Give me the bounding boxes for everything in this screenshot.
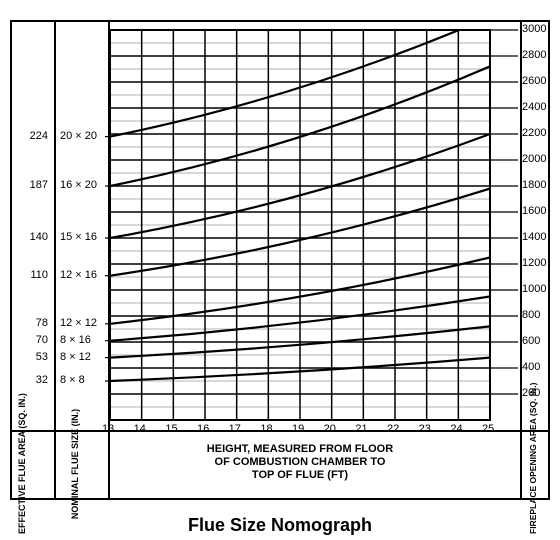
x-tick: 15 bbox=[165, 424, 177, 435]
right-y-tick: 400 bbox=[522, 362, 540, 373]
x-tick: 17 bbox=[229, 424, 241, 435]
right-y-tick: 2800 bbox=[522, 50, 546, 61]
right-y-tick: 1800 bbox=[522, 180, 546, 191]
nomograph-figure: 13141516171819202122232425 2004006008001… bbox=[0, 0, 560, 540]
x-axis-title-line3: TOP OF FLUE (FT) bbox=[252, 469, 348, 481]
right-y-tick: 600 bbox=[522, 336, 540, 347]
nominal-size-tick: 12 × 12 bbox=[60, 318, 108, 329]
right-y-tick: 1000 bbox=[522, 284, 546, 295]
effective-area-tick: 140 bbox=[18, 232, 48, 243]
right-y-tick: 1400 bbox=[522, 232, 546, 243]
nominal-flue-size-title: NOMINAL FLUE SIZE (IN.) bbox=[70, 404, 80, 524]
right-y-tick: 2600 bbox=[522, 76, 546, 87]
figure-caption: Flue Size Nomograph bbox=[0, 515, 560, 536]
x-tick: 23 bbox=[419, 424, 431, 435]
x-tick: 25 bbox=[482, 424, 494, 435]
x-tick: 20 bbox=[324, 424, 336, 435]
x-tick: 13 bbox=[102, 424, 114, 435]
right-y-tick: 2000 bbox=[522, 154, 546, 165]
x-axis-title: HEIGHT, MEASURED FROM FLOOR OF COMBUSTIO… bbox=[110, 443, 490, 483]
effective-area-tick: 224 bbox=[18, 131, 48, 142]
x-axis-title-line2: OF COMBUSTION CHAMBER TO bbox=[215, 456, 386, 468]
right-y-tick: 2400 bbox=[522, 102, 546, 113]
x-tick: 22 bbox=[387, 424, 399, 435]
effective-area-tick: 70 bbox=[18, 335, 48, 346]
fireplace-opening-area-title: FIREPLACE OPENING AREA (SQ. IN.) bbox=[528, 394, 538, 534]
effective-area-tick: 110 bbox=[18, 270, 48, 281]
x-tick: 18 bbox=[260, 424, 272, 435]
x-tick: 14 bbox=[134, 424, 146, 435]
effective-area-tick: 32 bbox=[18, 375, 48, 386]
nominal-size-tick: 8 × 16 bbox=[60, 335, 108, 346]
effective-flue-area-title: EFFECTIVE FLUE AREA (SQ. IN.) bbox=[17, 394, 27, 534]
nominal-size-tick: 16 × 20 bbox=[60, 180, 108, 191]
x-tick: 19 bbox=[292, 424, 304, 435]
nominal-size-tick: 15 × 16 bbox=[60, 232, 108, 243]
right-y-tick: 1200 bbox=[522, 258, 546, 269]
x-tick: 21 bbox=[355, 424, 367, 435]
right-y-tick: 3000 bbox=[522, 24, 546, 35]
nominal-size-tick: 20 × 20 bbox=[60, 131, 108, 142]
x-axis-title-line1: HEIGHT, MEASURED FROM FLOOR bbox=[207, 443, 393, 455]
nominal-size-tick: 8 × 12 bbox=[60, 352, 108, 363]
nominal-size-tick: 12 × 16 bbox=[60, 270, 108, 281]
effective-area-tick: 187 bbox=[18, 180, 48, 191]
right-y-tick: 2200 bbox=[522, 128, 546, 139]
nominal-size-tick: 8 × 8 bbox=[60, 375, 108, 386]
right-y-tick: 1600 bbox=[522, 206, 546, 217]
x-tick: 24 bbox=[450, 424, 462, 435]
right-y-tick: 800 bbox=[522, 310, 540, 321]
x-tick: 16 bbox=[197, 424, 209, 435]
effective-area-tick: 53 bbox=[18, 352, 48, 363]
effective-area-tick: 78 bbox=[18, 318, 48, 329]
